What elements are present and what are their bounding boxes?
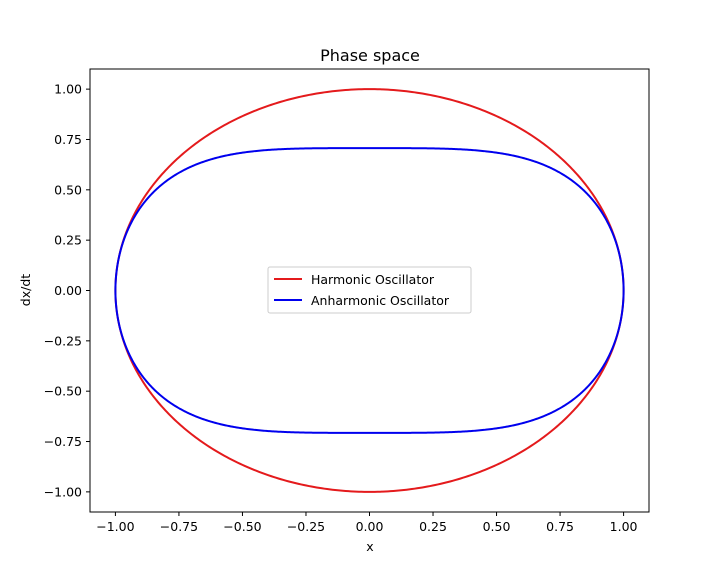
y-axis: −1.00 −0.75 −0.50 −0.25 0.00 0.25 0.50 0.75 1.00	[44, 82, 90, 499]
y-tick-label: 0.75	[54, 132, 82, 147]
x-tick-label: −0.25	[287, 519, 325, 534]
x-tick-label: 0.50	[483, 519, 511, 534]
x-tick-label: −1.00	[96, 519, 134, 534]
y-tick-label: 1.00	[54, 82, 82, 97]
x-tick-label: −0.75	[160, 519, 198, 534]
anharmonic-oscillator-curve	[114, 147, 625, 434]
legend-label-anharmonic: Anharmonic Oscillator	[311, 293, 450, 308]
x-axis-label: x	[366, 539, 373, 554]
x-tick-label: 0.75	[546, 519, 574, 534]
x-axis: −1.00 −0.75 −0.50 −0.25 0.00 0.25 0.50 0.75 1.00	[96, 512, 638, 534]
x-tick-label: 0.25	[419, 519, 447, 534]
chart-title: Phase space	[320, 46, 420, 65]
legend-label-harmonic: Harmonic Oscillator	[311, 272, 435, 287]
y-tick-label: −0.50	[44, 384, 82, 399]
y-tick-label: −0.75	[44, 434, 82, 449]
y-tick-label: 0.50	[54, 182, 82, 197]
y-axis-label: dx/dt	[18, 274, 33, 306]
y-tick-label: 0.00	[54, 283, 82, 298]
x-tick-label: 0.00	[356, 519, 384, 534]
legend-box	[267, 266, 472, 314]
x-tick-label: 1.00	[610, 519, 638, 534]
y-tick-label: −0.25	[44, 333, 82, 348]
y-tick-label: 0.25	[54, 233, 82, 248]
legend: Harmonic Oscillator Anharmonic Oscillato…	[267, 266, 472, 314]
y-tick-label: −1.00	[44, 484, 82, 499]
x-tick-label: −0.50	[223, 519, 261, 534]
plot-lines	[114, 88, 625, 493]
